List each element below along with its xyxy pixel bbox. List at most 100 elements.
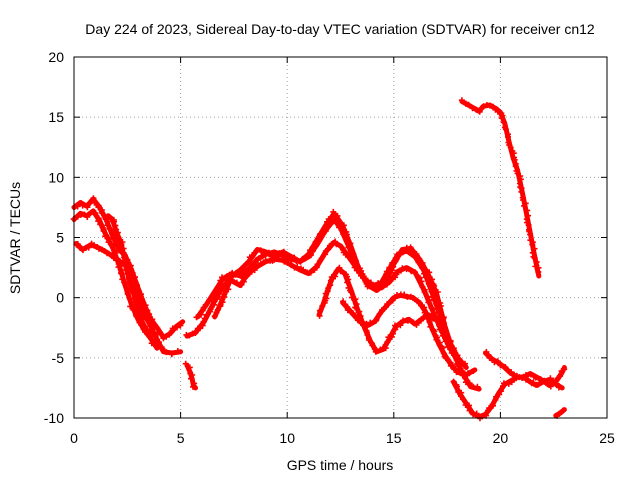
x-axis-title: GPS time / hours <box>287 457 394 473</box>
data-point <box>443 333 450 340</box>
data-point <box>316 231 323 238</box>
data-point <box>384 274 391 281</box>
series-track-10 <box>340 291 478 379</box>
data-point <box>416 274 423 281</box>
data-point <box>200 318 207 325</box>
data-point <box>332 273 339 280</box>
data-point <box>207 306 214 313</box>
data-point <box>316 312 323 319</box>
data-point <box>547 383 554 390</box>
data-point <box>112 253 119 259</box>
data-point <box>104 250 110 257</box>
data-point <box>487 354 494 361</box>
data-point <box>356 308 363 315</box>
data-point <box>85 244 92 251</box>
data-point <box>424 312 431 319</box>
data-point <box>214 286 220 293</box>
data-point <box>505 133 511 140</box>
data-point <box>421 309 428 316</box>
data-point <box>348 248 355 255</box>
data-point <box>188 375 194 382</box>
data-point <box>174 348 181 354</box>
data-point <box>419 261 426 268</box>
data-point <box>520 197 526 203</box>
data-point <box>517 176 524 183</box>
data-point <box>491 359 498 366</box>
data-point <box>288 262 295 269</box>
data-point <box>91 242 98 249</box>
grid <box>74 57 607 418</box>
data-point <box>291 254 298 261</box>
data-point <box>186 332 193 339</box>
data-point <box>527 231 534 238</box>
data-point <box>142 311 148 318</box>
data-point <box>143 316 150 323</box>
data-point <box>211 313 218 320</box>
series-track-4 <box>105 213 154 336</box>
data-point <box>313 237 320 244</box>
data-point <box>148 340 155 347</box>
data-point <box>409 294 416 301</box>
data-point <box>393 255 400 262</box>
data-point <box>198 311 205 318</box>
data-point <box>486 102 493 109</box>
data-point <box>412 269 418 276</box>
data-point <box>531 255 538 262</box>
data-point <box>436 306 443 313</box>
data-point <box>397 322 404 329</box>
data-point <box>327 277 334 284</box>
data-point <box>530 379 537 386</box>
data-point <box>344 307 351 314</box>
data-point <box>532 263 539 270</box>
series-line <box>340 292 478 378</box>
data-point <box>340 222 347 229</box>
data-point <box>389 267 396 274</box>
data-point <box>319 303 326 309</box>
data-point <box>465 370 471 377</box>
data-point <box>561 366 568 373</box>
data-point <box>462 379 469 386</box>
data-point <box>334 217 340 224</box>
data-point <box>418 278 425 285</box>
data-point <box>367 319 374 326</box>
data-point <box>372 348 379 355</box>
data-point <box>507 144 514 151</box>
data-point <box>284 252 291 259</box>
data-point <box>305 251 312 258</box>
data-point <box>100 228 107 235</box>
data-point <box>337 268 344 275</box>
data-point <box>451 351 458 358</box>
data-point <box>377 346 384 353</box>
data-point <box>383 281 390 288</box>
data-point <box>473 410 480 417</box>
data-point <box>352 313 359 320</box>
data-point <box>496 391 503 398</box>
data-point <box>462 100 469 107</box>
data-point <box>434 289 441 295</box>
series-track-13 <box>483 348 568 390</box>
x-tick-label: 5 <box>177 430 185 446</box>
data-point <box>486 405 493 412</box>
data-point <box>437 311 444 318</box>
data-point <box>240 264 247 271</box>
data-point <box>257 247 264 254</box>
data-point <box>76 244 83 251</box>
data-point <box>425 299 432 306</box>
data-point <box>502 365 509 371</box>
series-track-14 <box>553 407 567 419</box>
data-point <box>442 355 449 361</box>
data-point <box>168 351 175 358</box>
data-point <box>74 213 81 220</box>
data-point <box>254 256 261 263</box>
data-point <box>163 349 170 356</box>
data-point <box>325 216 332 223</box>
data-point <box>113 226 120 233</box>
data-point <box>357 313 364 319</box>
data-point <box>532 374 539 381</box>
plot-frame <box>73 56 608 419</box>
data-point <box>137 315 144 322</box>
data-point <box>480 103 487 110</box>
data-point <box>535 381 542 388</box>
data-point <box>177 322 184 329</box>
data-point <box>352 296 359 303</box>
